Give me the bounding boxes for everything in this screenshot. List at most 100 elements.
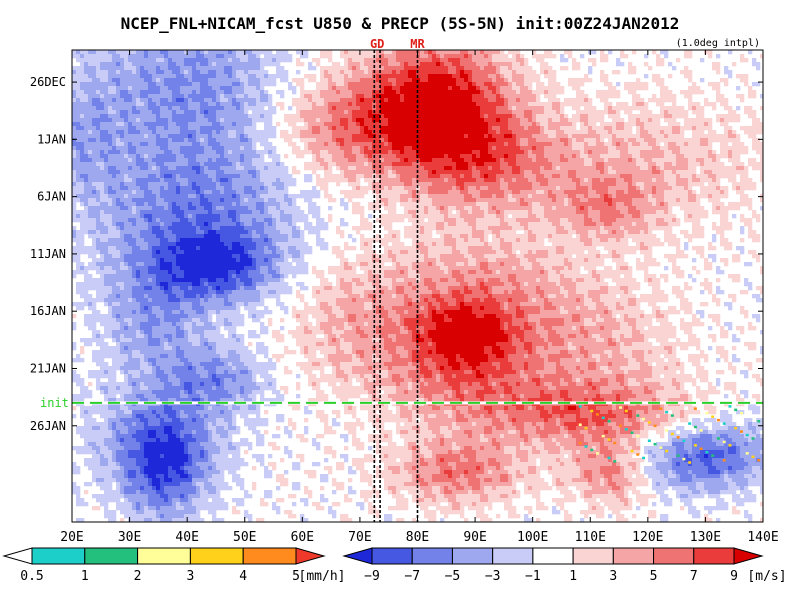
u850-cell — [436, 150, 441, 155]
u850-cell — [600, 146, 605, 151]
u850-cell — [368, 134, 373, 139]
u850-cell — [752, 146, 757, 151]
u850-cell — [292, 178, 297, 183]
u850-cell — [308, 110, 313, 115]
u850-cell — [100, 102, 105, 107]
u850-cell — [732, 110, 737, 115]
u850-cell — [228, 74, 233, 79]
u850-cell — [580, 78, 585, 83]
u850-cell — [220, 134, 225, 139]
u850-cell — [344, 122, 349, 127]
u850-cell — [168, 150, 173, 155]
u850-cell — [224, 110, 229, 115]
u850-cell — [316, 106, 321, 111]
u850-cell — [380, 74, 385, 79]
u850-cell — [624, 130, 629, 135]
u850-cell — [288, 134, 293, 139]
u850-cell — [236, 170, 241, 175]
u850-cell — [480, 130, 485, 135]
chart-title: NCEP_FNL+NICAM_fcst U850 & PRECP (5S-5N)… — [121, 14, 680, 33]
u850-cell — [92, 106, 97, 111]
u850-cell — [392, 82, 397, 87]
u850-cell — [100, 122, 105, 127]
u850-cell — [508, 90, 513, 95]
u850-cell — [216, 102, 221, 107]
u850-cell — [176, 166, 181, 171]
u850-cell — [216, 98, 221, 103]
u850-cell — [236, 150, 241, 155]
u850-cell — [296, 118, 301, 123]
u850-cell — [240, 178, 245, 183]
u850-cell — [240, 82, 245, 87]
u850-cell — [188, 50, 193, 55]
u850-cell — [136, 126, 141, 131]
u850-cell — [612, 94, 617, 99]
u850-cell — [264, 90, 269, 95]
u850-cell — [136, 134, 141, 139]
u850-cell — [184, 162, 189, 167]
u850-cell — [208, 74, 213, 79]
u850-cell — [524, 170, 529, 175]
u850-cell — [192, 102, 197, 107]
u850-cell — [684, 94, 689, 99]
u850-cell — [112, 154, 117, 159]
u850-cell — [332, 134, 337, 139]
u850-cell — [440, 82, 445, 87]
u850-cell — [496, 106, 501, 111]
u850-cell — [320, 118, 325, 123]
u850-cell — [680, 110, 685, 115]
u850-cell — [572, 170, 577, 175]
u850-cell — [712, 134, 717, 139]
u850-cell — [668, 162, 673, 167]
u850-cell — [520, 62, 525, 67]
u850-cell — [76, 110, 81, 115]
u850-cell — [136, 86, 141, 91]
u850-cell — [336, 70, 341, 75]
u850-cell — [480, 102, 485, 107]
u850-cell — [512, 138, 517, 143]
u850-cell — [308, 102, 313, 107]
u850-cell — [520, 110, 525, 115]
u850-cell — [680, 174, 685, 179]
u850-cell — [172, 102, 177, 107]
u850-cell — [320, 142, 325, 147]
u850-cell — [560, 122, 565, 127]
u850-cell — [204, 150, 209, 155]
u850-cell — [464, 106, 469, 111]
u850-cell — [108, 170, 113, 175]
u850-cell — [544, 150, 549, 155]
u850-cell — [196, 70, 201, 75]
u850-cell — [580, 90, 585, 95]
u850-cell — [132, 118, 137, 123]
u850-cell — [336, 94, 341, 99]
u850-cell — [728, 114, 733, 119]
u850-cell — [332, 110, 337, 115]
u850-cell — [228, 102, 233, 107]
u850-cell — [200, 130, 205, 135]
u850-cell — [560, 170, 565, 175]
u850-cell — [388, 174, 393, 179]
u850-cell — [696, 174, 701, 179]
u850-cell — [184, 98, 189, 103]
u850-cell — [212, 118, 217, 123]
u850-cell — [248, 70, 253, 75]
u850-cell — [656, 122, 661, 127]
u850-cell — [656, 74, 661, 79]
u850-cell — [488, 126, 493, 131]
u850-cell — [288, 174, 293, 179]
u850-cell — [320, 102, 325, 107]
u850-cell — [88, 118, 93, 123]
u850-cell — [484, 142, 489, 147]
u850-cell — [344, 62, 349, 67]
u850-cell — [716, 54, 721, 59]
u850-cell — [356, 74, 361, 79]
u850-cell — [456, 62, 461, 67]
u850-cell — [196, 90, 201, 95]
u850-cell — [244, 78, 249, 83]
u850-cell — [464, 130, 469, 135]
u850-cell — [448, 50, 453, 55]
u850-cell — [616, 70, 621, 75]
u850-cell — [84, 94, 89, 99]
u850-cell — [236, 70, 241, 75]
u850-cell — [272, 58, 277, 63]
